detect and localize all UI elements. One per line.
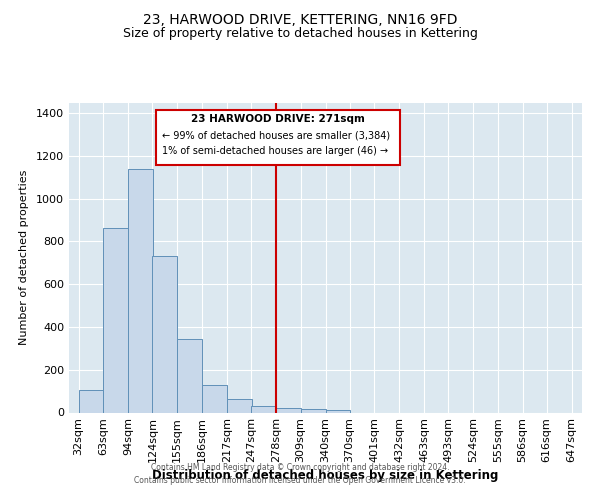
Bar	[152, 256, 177, 412]
Bar	[177, 338, 202, 412]
Bar	[79, 390, 103, 412]
Bar	[227, 399, 252, 412]
X-axis label: Distribution of detached houses by size in Kettering: Distribution of detached houses by size …	[152, 470, 499, 482]
FancyBboxPatch shape	[156, 110, 400, 164]
Bar	[103, 228, 128, 412]
Bar	[202, 384, 227, 412]
Text: Size of property relative to detached houses in Kettering: Size of property relative to detached ho…	[122, 28, 478, 40]
Bar	[325, 410, 350, 412]
Y-axis label: Number of detached properties: Number of detached properties	[19, 170, 29, 345]
Text: Contains HM Land Registry data © Crown copyright and database right 2024.: Contains HM Land Registry data © Crown c…	[151, 462, 449, 471]
Text: ← 99% of detached houses are smaller (3,384): ← 99% of detached houses are smaller (3,…	[163, 130, 391, 140]
Text: 23, HARWOOD DRIVE, KETTERING, NN16 9FD: 23, HARWOOD DRIVE, KETTERING, NN16 9FD	[143, 12, 457, 26]
Text: 1% of semi-detached houses are larger (46) →: 1% of semi-detached houses are larger (4…	[163, 146, 388, 156]
Bar	[251, 406, 276, 412]
Text: Contains public sector information licensed under the Open Government Licence v3: Contains public sector information licen…	[134, 476, 466, 485]
Text: 23 HARWOOD DRIVE: 271sqm: 23 HARWOOD DRIVE: 271sqm	[191, 114, 365, 124]
Bar	[301, 410, 325, 412]
Bar	[276, 408, 301, 412]
Bar	[128, 169, 153, 412]
